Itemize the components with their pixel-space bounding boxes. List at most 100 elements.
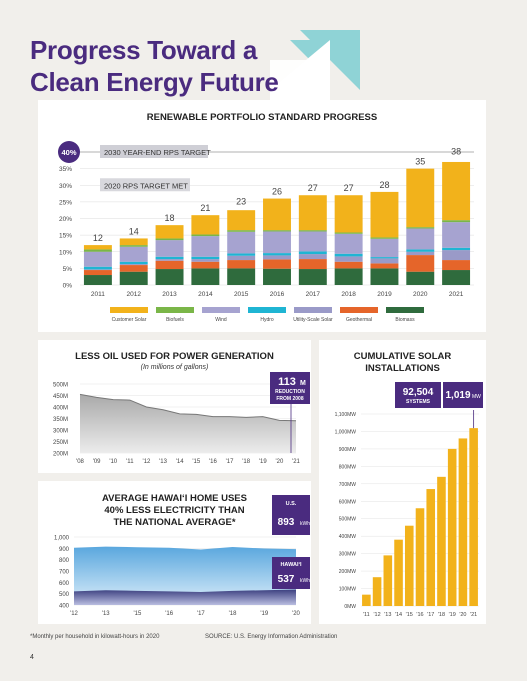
home-xtick: '17 [197, 611, 205, 617]
rps-total-label: 27 [308, 183, 318, 193]
rps-bar-segment [263, 253, 291, 256]
home-hi-callout-value: 537 [278, 574, 295, 585]
page-title-line-2: Clean Energy Future [30, 67, 279, 97]
rps-total-label: 27 [344, 183, 354, 193]
rps-bar-segment [227, 253, 256, 256]
home-xtick: '19 [260, 611, 268, 617]
rps-total-label: 12 [93, 233, 103, 243]
rps-bar-segment [119, 246, 148, 262]
home-us-callout-label: U.S. [286, 501, 297, 507]
rps-bar-segment [370, 191, 399, 238]
rps-legend-label: Customer Solar [112, 317, 147, 323]
solar-ytick: 1,000MW [335, 429, 357, 435]
rps-total-label: 26 [272, 187, 282, 197]
rps-bar-segment [334, 253, 363, 257]
rps-ytick: 35% [59, 166, 72, 173]
oil-panel: LESS OIL USED FOR POWER GENERATION (In m… [38, 340, 311, 473]
rps-bar-segment [83, 249, 112, 252]
oil-xtick: '12 [143, 459, 151, 465]
rps-bar-segment [370, 268, 399, 285]
solar-bar [415, 508, 425, 606]
home-ytick: 400 [59, 604, 70, 610]
rps-legend-swatch [202, 307, 240, 313]
oil-xtick: '17 [226, 459, 234, 465]
rps-2030-target-box [100, 145, 208, 158]
home-ytick: 600 [59, 581, 70, 587]
solar-xtick: '19 [449, 612, 456, 618]
solar-ytick: 0MW [344, 604, 356, 610]
solar-mw-unit: MW [472, 394, 481, 400]
rps-xtick: 2015 [234, 291, 249, 298]
rps-xtick: 2013 [162, 291, 177, 298]
solar-bar [447, 448, 457, 606]
solar-ytick: 300MW [339, 552, 357, 558]
solar-xtick: '16 [416, 612, 423, 618]
home-xtick: '12 [70, 611, 78, 617]
rps-bar-segment [406, 251, 435, 256]
page-title: Progress Toward a Clean Energy Future [30, 34, 330, 98]
rps-chart: 0% 5% 10% 15% 20% 25% 30% 35% 2030 YEAR-END RPS … [58, 141, 474, 323]
solar-xtick: '17 [427, 612, 434, 618]
rps-bar-segment [227, 231, 256, 254]
home-ytick: 800 [59, 558, 70, 564]
source: SOURCE: U.S. Energy Information Administ… [205, 634, 337, 640]
solar-xtick: '11 [363, 612, 370, 618]
rps-bar-segment [119, 245, 148, 247]
rps-legend-label: Biofuels [166, 317, 184, 323]
rps-bar-segment [227, 268, 256, 285]
rps-bar-segment [155, 256, 184, 260]
rps-bar-segment [263, 259, 291, 269]
rps-bar-segment [119, 264, 148, 266]
oil-xtick: '19 [259, 459, 267, 465]
rps-bar-segment [191, 236, 220, 257]
rps-bar-segment [298, 231, 327, 252]
oil-subtitle: (In millions of gallons) [140, 364, 209, 371]
home-panel: AVERAGE HAWAI‘I HOME USES 40% LESS ELECT… [38, 481, 311, 624]
rps-bar-segment [334, 233, 363, 254]
oil-callout-line2: FROM 2008 [276, 396, 303, 402]
home-title-1: AVERAGE HAWAI‘I HOME USES [102, 493, 247, 504]
rps-bar-segment [227, 255, 256, 261]
oil-xtick: '13 [159, 459, 167, 465]
rps-bar-segment [263, 268, 291, 285]
rps-bar-segment [227, 230, 256, 232]
page-title-line-1: Progress Toward a [30, 35, 258, 65]
home-ytick: 900 [59, 547, 70, 553]
rps-ytick: 30% [59, 183, 72, 190]
source-label: SOURCE: [205, 634, 233, 640]
footnote: *Monthly per household in kilowatt-hours… [30, 634, 160, 640]
home-hi-callout-unit: kWh [300, 578, 310, 584]
rps-bar-segment [191, 215, 220, 235]
rps-bar-segment [370, 237, 399, 239]
solar-ytick: 600MW [339, 499, 357, 505]
rps-bar-segment [442, 247, 471, 251]
rps-xtick: 2016 [270, 291, 285, 298]
solar-title-2: INSTALLATIONS [365, 363, 440, 374]
solar-bar [362, 594, 371, 606]
rps-ytick: 10% [59, 249, 72, 256]
solar-xtick: '15 [406, 612, 413, 618]
rps-2020-target-box [100, 178, 190, 192]
solar-ytick: 1,100MW [335, 412, 357, 418]
home-title-2: 40% LESS ELECTRICITY THAN [104, 505, 245, 516]
rps-total-label: 18 [165, 213, 175, 223]
oil-ytick: 250M [53, 440, 68, 446]
rps-bar-segment [155, 259, 184, 261]
oil-xtick: '20 [275, 459, 283, 465]
rps-bar-segment [263, 231, 291, 254]
rps-bar-segment [83, 245, 112, 250]
solar-bar [404, 525, 414, 606]
rps-bar-segment [298, 195, 327, 231]
rps-bar-segment [119, 261, 148, 265]
rps-bar-segment [155, 269, 184, 285]
solar-mw-value: 1,019 [445, 390, 470, 401]
rps-total-label: 23 [236, 197, 246, 207]
rps-bar-segment [119, 238, 148, 246]
rps-xtick: 2020 [413, 291, 428, 298]
solar-ytick: 700MW [339, 482, 357, 488]
rps-legend-label: Utility-Scale Solar [293, 317, 333, 323]
source-text: U.S. Energy Information Administration [234, 634, 338, 640]
rps-bar-segment [298, 254, 327, 260]
solar-systems-box [395, 382, 441, 408]
oil-xtick: '11 [126, 459, 134, 465]
